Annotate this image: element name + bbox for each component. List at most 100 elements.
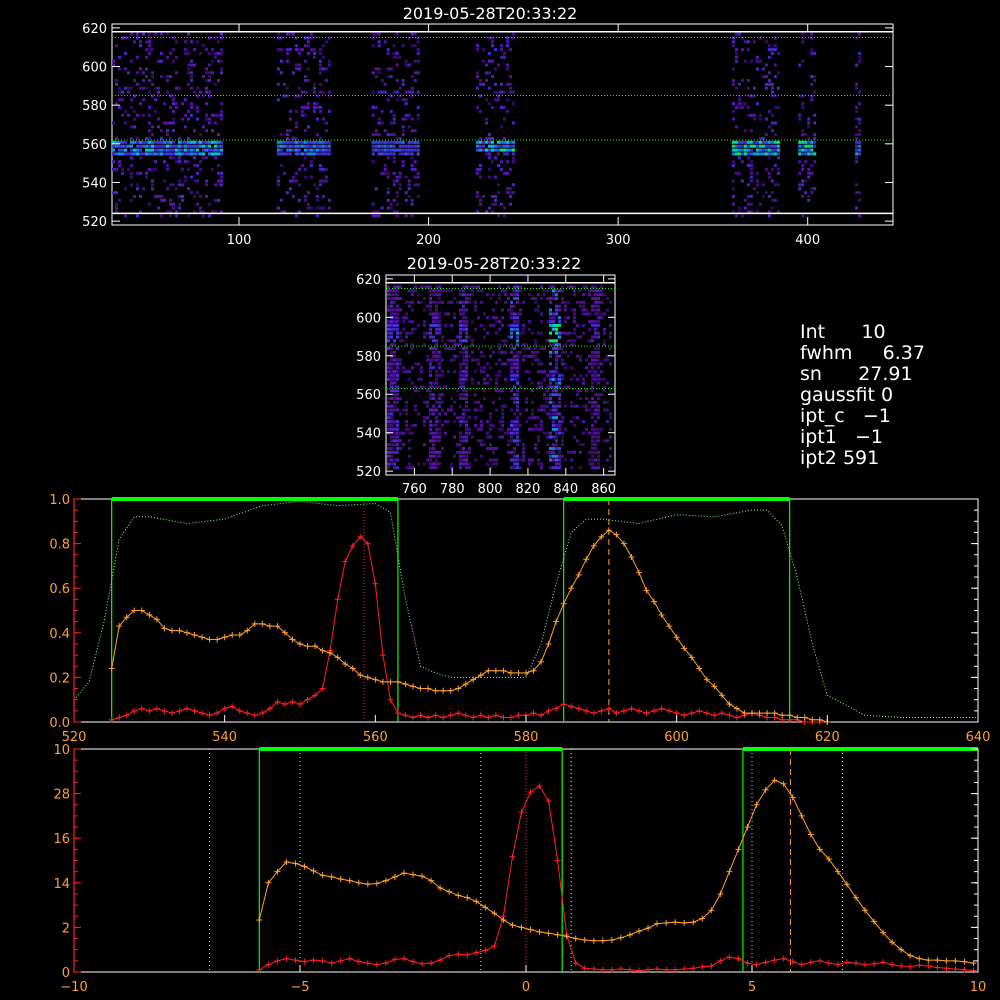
heatmap-cell [555,370,558,374]
heatmap-cell [190,40,193,44]
heatmap-cell [157,148,160,152]
red-series-point [236,707,243,714]
orange-series-point [507,669,514,676]
heatmap-cell [432,450,435,454]
heatmap-cell [399,431,402,435]
heatmap-cell [510,366,513,370]
heatmap-cell [178,194,181,198]
heatmap-cell [734,86,738,90]
heatmap-cell [408,431,411,435]
heatmap-cell [205,90,208,94]
heatmap-cell [549,354,552,358]
heatmap-cell [488,137,491,140]
heatmap-cell [438,439,441,443]
heatmap-cell [495,373,498,377]
heatmap-cell [438,358,441,362]
heatmap-cell [432,466,435,470]
heatmap-cell [429,454,432,458]
heatmap-cell [294,109,298,113]
orange-series-point [462,681,469,688]
heatmap-cell [205,194,208,198]
heatmap-cell [380,109,384,113]
heatmap-cell [136,171,139,175]
heatmap-cell [371,32,375,36]
heatmap-cell [573,312,576,316]
heatmap-cell [118,90,121,94]
heatmap-cell [495,362,498,366]
heatmap-cell [468,447,471,450]
x-tick-label: 200 [416,233,441,248]
heatmap-cell [282,171,286,175]
heatmap-cell [459,466,462,470]
heatmap-cell [130,106,133,109]
heatmap-cell [383,129,387,133]
heatmap-cell [497,183,500,187]
heatmap-cell [558,347,561,350]
heatmap-cell [169,152,172,156]
red-series-point [372,580,379,587]
heatmap-cell [404,63,408,67]
heatmap-cell [395,175,399,179]
heatmap-cell [509,86,512,90]
info-ipt1-value: −1 [855,426,884,448]
heatmap-cell [432,447,435,450]
heatmap-cell [214,121,217,125]
heatmap-cell [453,312,456,316]
orange-series-point [417,685,424,692]
heatmap-cell [309,148,313,152]
heatmap-cell [479,148,482,152]
heatmap-cell [402,370,405,374]
heatmap-cell [282,210,286,214]
orange-series-line [258,779,974,964]
heatmap-cell [148,167,151,171]
heatmap-cell [609,466,612,470]
red-series-point [515,712,522,719]
heatmap-cell [531,389,534,393]
orange-series-point [907,952,914,959]
heatmap-cell [513,297,516,300]
heatmap-cell [318,148,322,152]
heatmap-cell [169,198,172,202]
red-series-point [696,707,703,714]
heatmap-cell [513,466,516,470]
heatmap-cell [537,435,540,439]
heatmap-cell [276,179,280,183]
heatmap-cell [522,323,525,327]
heatmap-cell [441,400,444,404]
heatmap-cell [591,297,594,300]
heatmap-cell [513,366,516,370]
heatmap-cell [390,408,393,412]
heatmap-cell [510,389,513,393]
heatmap-cell [512,148,515,152]
red-series-point [628,705,635,712]
heatmap-cell [462,447,465,450]
red-series-point [560,701,567,708]
heatmap-cell [324,67,328,71]
heatmap-cell [764,167,768,171]
heatmap-cell [371,202,375,206]
heatmap-cell [169,156,172,160]
heatmap-cell [770,144,774,148]
heatmap-cell [516,400,519,404]
heatmap-cell [609,323,612,327]
heatmap-cell [118,86,121,90]
heatmap-cell [591,370,594,374]
orange-series-point [852,894,859,901]
orange-series-point [794,714,801,721]
heatmap-cell [438,297,441,300]
heatmap-cell [503,140,506,144]
heatmap-cell [558,304,561,308]
heatmap-cell [151,183,154,187]
heatmap-cell [585,389,588,393]
heatmap-cell [401,129,405,133]
orange-series-point [681,645,688,652]
heatmap-cell [804,140,808,144]
heatmap-cell [512,90,515,94]
orange-series-point [523,669,529,676]
heatmap-cell [441,358,444,362]
heatmap-cell [377,90,381,94]
red-series-point [256,966,263,973]
heatmap-cell [462,354,465,358]
heatmap-cell [285,191,289,195]
heatmap-cell [205,140,208,144]
